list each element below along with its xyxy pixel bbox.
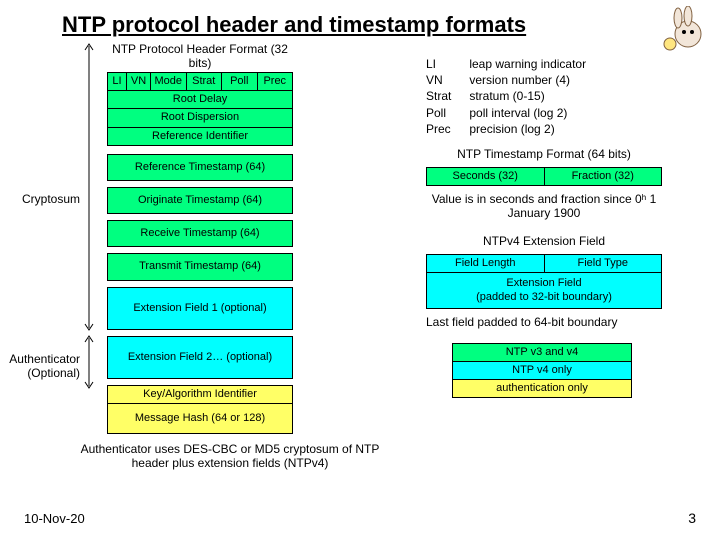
field-key-id: Key/Algorithm Identifier: [107, 385, 293, 404]
field-ref-ts: Reference Timestamp (64): [107, 154, 293, 181]
ver-auth: authentication only: [452, 380, 632, 398]
def-val-prec: precision (log 2): [469, 121, 586, 137]
ext-len: Field Length: [426, 254, 545, 273]
def-key-poll: Poll: [426, 105, 451, 121]
field-ext2: Extension Field 2… (optional): [107, 336, 293, 379]
version-box: NTP v3 and v4 NTP v4 only authentication…: [452, 343, 632, 399]
ext-pad: Extension Field (padded to 32-bit bounda…: [426, 273, 662, 308]
field-root-disp: Root Dispersion: [107, 109, 293, 127]
timestamp-table: Reference Timestamp (64): [107, 154, 293, 181]
ts-seconds: Seconds (32): [426, 167, 545, 186]
field-mode: Mode: [151, 72, 187, 91]
field-root-delay: Root Delay: [107, 91, 293, 109]
ext-field-box: Field Length Field Type Extension Field …: [426, 254, 662, 309]
field-msg-hash: Message Hash (64 or 128): [107, 404, 293, 434]
field-recv-ts: Receive Timestamp (64): [107, 220, 293, 247]
def-val-vn: version number (4): [469, 72, 586, 88]
field-ext1: Extension Field 1 (optional): [107, 287, 293, 330]
field-orig-ts: Originate Timestamp (64): [107, 187, 293, 214]
auth-span-arrow: [84, 334, 94, 390]
field-poll: Poll: [222, 72, 258, 91]
header-caption: NTP Protocol Header Format (32 bits): [107, 42, 293, 70]
ts-note: Value is in seconds and fraction since 0…: [426, 192, 662, 220]
field-strat: Strat: [187, 72, 223, 91]
cryptosum-span-arrow: [84, 42, 94, 332]
field-prec: Prec: [258, 72, 294, 91]
field-li: LI: [107, 72, 127, 91]
ver-v4only: NTP v4 only: [452, 362, 632, 380]
ver-v3v4: NTP v3 and v4: [452, 343, 632, 362]
right-column: LI VN Strat Poll Prec leap warning indic…: [426, 42, 700, 470]
field-vn: VN: [127, 72, 151, 91]
cryptosum-label: Cryptosum: [6, 192, 80, 206]
field-definitions: LI VN Strat Poll Prec leap warning indic…: [426, 56, 700, 137]
def-key-vn: VN: [426, 72, 451, 88]
page-title: NTP protocol header and timestamp format…: [0, 0, 720, 42]
def-key-prec: Prec: [426, 121, 451, 137]
def-val-strat: stratum (0-15): [469, 88, 586, 104]
header-format-column: NTP Protocol Header Format (32 bits) Cry…: [10, 42, 390, 470]
def-key-strat: Strat: [426, 88, 451, 104]
ext-note: Last field padded to 64-bit boundary: [426, 315, 686, 329]
page-number: 3: [688, 510, 696, 526]
field-ref-id: Reference Identifier: [107, 128, 293, 146]
rabbit-icon: [656, 6, 704, 54]
ts-caption: NTP Timestamp Format (64 bits): [426, 147, 662, 161]
ext-caption: NTPv4 Extension Field: [426, 234, 662, 248]
header-table: LI VN Mode Strat Poll Prec Root Delay Ro…: [107, 72, 293, 146]
def-val-poll: poll interval (log 2): [469, 105, 586, 121]
ext-type: Field Type: [545, 254, 663, 273]
footer-date: 10-Nov-20: [24, 511, 85, 526]
ts-format-box: Seconds (32) Fraction (32): [426, 167, 662, 186]
field-xmit-ts: Transmit Timestamp (64): [107, 253, 293, 280]
def-val-li: leap warning indicator: [469, 56, 586, 72]
ts-fraction: Fraction (32): [545, 167, 663, 186]
def-key-li: LI: [426, 56, 451, 72]
auth-note: Authenticator uses DES-CBC or MD5 crypto…: [70, 442, 390, 470]
authenticator-label: Authenticator (Optional): [6, 352, 80, 380]
